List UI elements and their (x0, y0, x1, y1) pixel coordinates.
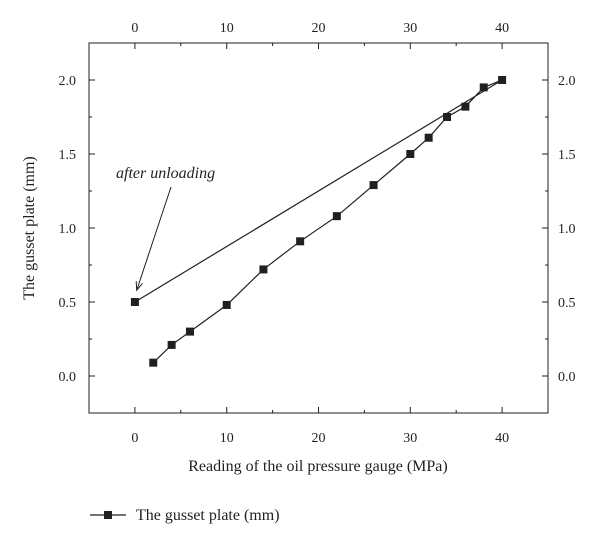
data-point (498, 76, 507, 84)
y-tick-label-right: 1.5 (558, 148, 576, 163)
data-point (167, 340, 176, 349)
x-tick-label-bottom: 30 (403, 431, 417, 446)
data-point (296, 237, 305, 246)
annotation: after unloading (116, 165, 215, 292)
series-layer (130, 76, 507, 367)
legend-label: The gusset plate (mm) (136, 507, 280, 524)
tick-labels-layer: 0 0 10 10 20 20 30 30 40 40 0.0 0.0 0.5 0.5 1.0 1.0 1.5 1… (59, 21, 576, 446)
y-tick-label-left: 0.5 (59, 296, 77, 311)
y-tick-label-right: 0.5 (558, 296, 576, 311)
data-point (369, 181, 378, 190)
legend: The gusset plate (mm) (90, 507, 280, 524)
y-tick-label-right: 2.0 (558, 74, 576, 89)
data-point (332, 212, 341, 221)
x-tick-label-bottom: 20 (312, 431, 326, 446)
x-tick-label-top: 20 (312, 21, 326, 36)
x-tick-label-top: 40 (495, 21, 509, 36)
y-axis-label: The gusset plate (mm) (21, 156, 38, 300)
data-point (443, 113, 452, 121)
y-tick-label-left: 1.5 (59, 148, 77, 163)
data-point (185, 327, 194, 336)
annotation-arrow-line (136, 186, 172, 291)
data-point (406, 150, 415, 158)
data-point (259, 265, 268, 274)
y-tick-label-right: 1.0 (558, 222, 576, 237)
data-point (424, 133, 433, 142)
data-point (222, 300, 231, 309)
data-point (149, 358, 158, 367)
annotation-arrow-head (135, 281, 143, 292)
x-tick-label-top: 30 (403, 21, 417, 36)
y-tick-label-left: 2.0 (59, 74, 77, 89)
y-tick-label-left: 0.0 (59, 370, 77, 385)
y-tick-label-right: 0.0 (558, 370, 576, 385)
y-tick-label-left: 1.0 (59, 222, 77, 237)
x-axis-label: Reading of the oil pressure gauge (MPa) (188, 458, 447, 475)
annotation-text: after unloading (116, 165, 215, 182)
x-tick-label-top: 0 (131, 21, 138, 36)
x-tick-label-bottom: 10 (220, 431, 234, 446)
ticks-layer (88, 42, 549, 414)
x-tick-label-top: 10 (220, 21, 234, 36)
data-point (461, 102, 470, 111)
legend-marker (104, 511, 112, 519)
series-line (134, 79, 503, 364)
data-point (479, 83, 488, 92)
data-point (130, 298, 139, 306)
x-tick-label-bottom: 0 (131, 431, 138, 446)
x-tick-label-bottom: 40 (495, 431, 509, 446)
